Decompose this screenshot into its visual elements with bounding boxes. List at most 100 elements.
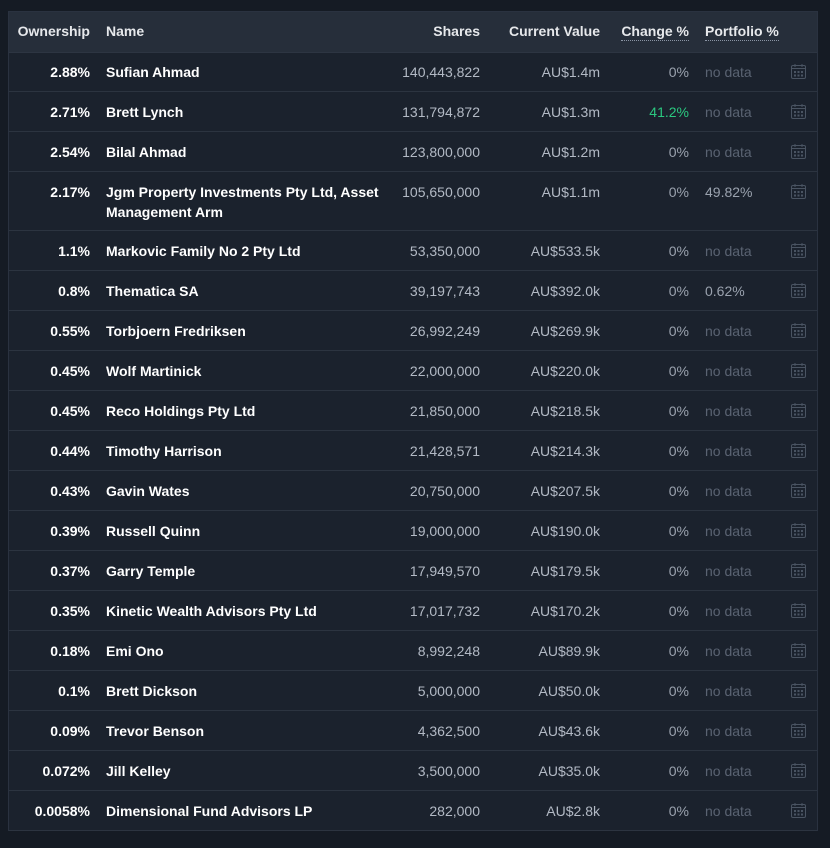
table-header: Ownership Name Shares Current Value Chan… [9,12,817,53]
header-shares[interactable]: Shares [433,23,480,39]
calendar-icon[interactable] [791,763,806,778]
header-portfolio[interactable]: Portfolio % [705,12,779,52]
shares-cell: 17,017,732 [409,603,480,619]
calendar-icon[interactable] [791,144,806,159]
change-cell: 0% [668,144,689,160]
table-row[interactable]: 0.45% Reco Holdings Pty Ltd 21,850,000 AU$2… [9,391,817,431]
current-value-cell: AU$220.0k [530,363,600,379]
holder-name[interactable]: Brett Dickson [106,683,198,699]
portfolio-cell: no data [705,523,752,539]
holder-name[interactable]: Trevor Benson [106,723,205,739]
table-row[interactable]: 2.71% Brett Lynch 131,794,872 AU$1.3m 41.2% n… [9,92,817,132]
shares-cell: 19,000,000 [409,523,480,539]
table-row[interactable]: 2.54% Bilal Ahmad 123,800,000 AU$1.2m 0% no d… [9,132,817,172]
change-cell: 0% [668,643,689,659]
ownership-cell: 0.45% [50,403,90,419]
table-row[interactable]: 0.55% Torbjoern Fredriksen 26,992,249 AU$26… [9,311,817,351]
table-row[interactable]: 0.39% Russell Quinn 19,000,000 AU$190.0k 0% n… [9,511,817,551]
portfolio-cell: no data [705,403,752,419]
calendar-icon[interactable] [791,803,806,818]
table-row[interactable]: 2.17% Jgm Property Investments Pty Ltd, A… [9,172,817,231]
calendar-icon[interactable] [791,643,806,658]
ownership-cell: 0.43% [50,483,90,499]
table-row[interactable]: 0.37% Garry Temple 17,949,570 AU$179.5k 0% no… [9,551,817,591]
ownership-cell: 1.1% [58,243,90,259]
portfolio-cell: no data [705,763,752,779]
calendar-icon[interactable] [791,403,806,418]
calendar-icon[interactable] [791,64,806,79]
calendar-icon[interactable] [791,603,806,618]
holder-name[interactable]: Gavin Wates [106,483,190,499]
table-row[interactable]: 1.1% Markovic Family No 2 Pty Ltd 53,350,0… [9,231,817,271]
holder-name[interactable]: Jgm Property Investments Pty Ltd, Asset … [106,184,379,220]
portfolio-cell: no data [705,683,752,699]
table-row[interactable]: 0.44% Timothy Harrison 21,428,571 AU$214.3k… [9,431,817,471]
holder-name[interactable]: Kinetic Wealth Advisors Pty Ltd [106,603,317,619]
calendar-icon[interactable] [791,723,806,738]
portfolio-cell: 0.62% [705,283,745,299]
holder-name[interactable]: Reco Holdings Pty Ltd [106,403,256,419]
calendar-icon[interactable] [791,283,806,298]
table-row[interactable]: 2.88% Sufian Ahmad 140,443,822 AU$1.4m 0% no … [9,52,817,92]
calendar-icon[interactable] [791,443,806,458]
portfolio-cell: 49.82% [705,184,753,200]
holder-name[interactable]: Thematica SA [106,283,199,299]
current-value-cell: AU$190.0k [530,523,600,539]
calendar-icon[interactable] [791,563,806,578]
ownership-cell: 0.18% [50,643,90,659]
header-ownership[interactable]: Ownership [17,23,90,39]
table-row[interactable]: 0.18% Emi Ono 8,992,248 AU$89.9k 0% no data [9,631,817,671]
table-row[interactable]: 0.43% Gavin Wates 20,750,000 AU$207.5k 0% no … [9,471,817,511]
portfolio-cell: no data [705,603,752,619]
table-row[interactable]: 0.8% Thematica SA 39,197,743 AU$392.0k 0% 0.6… [9,271,817,311]
holder-name[interactable]: Bilal Ahmad [106,144,187,160]
table-row[interactable]: 0.072% Jill Kelley 3,500,000 AU$35.0k 0% no d… [9,751,817,791]
header-change[interactable]: Change % [621,12,689,52]
calendar-icon[interactable] [791,363,806,378]
current-value-cell: AU$392.0k [530,283,600,299]
current-value-cell: AU$533.5k [530,243,600,259]
table-row[interactable]: 0.09% Trevor Benson 4,362,500 AU$43.6k 0% no … [9,711,817,751]
portfolio-cell: no data [705,443,752,459]
shares-cell: 5,000,000 [417,683,480,699]
holder-name[interactable]: Markovic Family No 2 Pty Ltd [106,243,301,259]
header-current-value[interactable]: Current Value [508,23,600,39]
holder-name[interactable]: Sufian Ahmad [106,64,200,80]
ownership-cell: 2.88% [50,64,90,80]
shares-cell: 8,992,248 [417,643,480,659]
holder-name[interactable]: Wolf Martinick [106,363,202,379]
shares-cell: 17,949,570 [409,563,480,579]
table-row[interactable]: 0.35% Kinetic Wealth Advisors Pty Ltd 17,0… [9,591,817,631]
calendar-icon[interactable] [791,483,806,498]
shares-cell: 21,850,000 [409,403,480,419]
calendar-icon[interactable] [791,523,806,538]
table-row[interactable]: 0.1% Brett Dickson 5,000,000 AU$50.0k 0% no d… [9,671,817,711]
shares-cell: 3,500,000 [417,763,480,779]
change-cell: 41.2% [649,104,689,120]
holder-name[interactable]: Dimensional Fund Advisors LP [106,803,313,819]
holder-name[interactable]: Emi Ono [106,643,164,659]
table-row[interactable]: 0.45% Wolf Martinick 22,000,000 AU$220.0k 0%… [9,351,817,391]
holder-name[interactable]: Garry Temple [106,563,196,579]
header-name[interactable]: Name [106,23,145,39]
calendar-icon[interactable] [791,683,806,698]
header-change-label: Change % [621,23,689,41]
calendar-icon[interactable] [791,184,806,199]
holder-name[interactable]: Torbjoern Fredriksen [106,323,246,339]
calendar-icon[interactable] [791,104,806,119]
calendar-icon[interactable] [791,323,806,338]
shareholders-table: Ownership Name Shares Current Value Chan… [8,11,818,831]
holder-name[interactable]: Jill Kelley [106,763,171,779]
change-cell: 0% [668,283,689,299]
current-value-cell: AU$1.4m [541,64,600,80]
holder-name[interactable]: Russell Quinn [106,523,201,539]
calendar-icon[interactable] [791,243,806,258]
current-value-cell: AU$43.6k [538,723,600,739]
holder-name[interactable]: Brett Lynch [106,104,184,120]
change-cell: 0% [668,483,689,499]
shares-cell: 123,800,000 [402,144,480,160]
holder-name[interactable]: Timothy Harrison [106,443,222,459]
table-row[interactable]: 0.0058% Dimensional Fund Advisors LP 282,0… [9,791,817,831]
shares-cell: 26,992,249 [409,323,480,339]
change-cell: 0% [668,803,689,819]
